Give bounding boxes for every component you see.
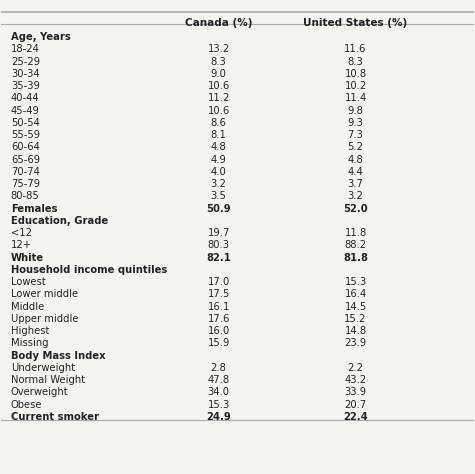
Text: Current smoker: Current smoker (11, 412, 99, 422)
Text: Middle: Middle (11, 301, 44, 311)
Text: 8.3: 8.3 (348, 56, 363, 66)
Text: 8.3: 8.3 (211, 56, 227, 66)
Text: 18-24: 18-24 (11, 44, 40, 54)
Text: 3.5: 3.5 (211, 191, 227, 201)
Text: 16.4: 16.4 (344, 289, 367, 299)
Text: Overweight: Overweight (11, 387, 68, 397)
Text: Normal Weight: Normal Weight (11, 375, 85, 385)
Text: 80.3: 80.3 (208, 240, 229, 250)
Text: 80-85: 80-85 (11, 191, 39, 201)
Text: 16.1: 16.1 (208, 301, 230, 311)
Text: United States (%): United States (%) (304, 18, 408, 28)
Text: 55-59: 55-59 (11, 130, 40, 140)
Text: 60-64: 60-64 (11, 142, 40, 152)
Text: 4.0: 4.0 (211, 167, 227, 177)
Text: 11.6: 11.6 (344, 44, 367, 54)
Text: 17.6: 17.6 (208, 314, 230, 324)
Text: Household income quintiles: Household income quintiles (11, 265, 167, 275)
Text: Underweight: Underweight (11, 363, 75, 373)
Text: 13.2: 13.2 (208, 44, 230, 54)
Text: 8.1: 8.1 (211, 130, 227, 140)
Text: 9.0: 9.0 (211, 69, 227, 79)
Text: 10.2: 10.2 (344, 81, 367, 91)
Text: 7.3: 7.3 (348, 130, 363, 140)
Text: 15.2: 15.2 (344, 314, 367, 324)
Text: 3.7: 3.7 (348, 179, 363, 189)
Text: 24.9: 24.9 (206, 412, 231, 422)
Text: 17.5: 17.5 (208, 289, 230, 299)
Text: Missing: Missing (11, 338, 48, 348)
Text: 45-49: 45-49 (11, 106, 40, 116)
Text: 8.6: 8.6 (211, 118, 227, 128)
Text: 65-69: 65-69 (11, 155, 40, 164)
Text: 34.0: 34.0 (208, 387, 229, 397)
Text: <12: <12 (11, 228, 32, 238)
Text: 10.8: 10.8 (344, 69, 367, 79)
Text: 2.8: 2.8 (211, 363, 227, 373)
Text: 33.9: 33.9 (344, 387, 367, 397)
Text: Body Mass Index: Body Mass Index (11, 351, 105, 361)
Text: 43.2: 43.2 (344, 375, 367, 385)
Text: 15.3: 15.3 (344, 277, 367, 287)
Text: 82.1: 82.1 (206, 253, 231, 263)
Text: Obese: Obese (11, 400, 42, 410)
Text: 50-54: 50-54 (11, 118, 40, 128)
Text: Upper middle: Upper middle (11, 314, 78, 324)
Text: 3.2: 3.2 (348, 191, 363, 201)
Text: 30-34: 30-34 (11, 69, 39, 79)
Text: 11.8: 11.8 (344, 228, 367, 238)
Text: 11.2: 11.2 (208, 93, 230, 103)
Text: 15.3: 15.3 (208, 400, 230, 410)
Text: 81.8: 81.8 (343, 253, 368, 263)
Text: Highest: Highest (11, 326, 49, 336)
Text: 75-79: 75-79 (11, 179, 40, 189)
Text: 12+: 12+ (11, 240, 32, 250)
Text: 11.4: 11.4 (344, 93, 367, 103)
Text: 88.2: 88.2 (344, 240, 367, 250)
Text: Females: Females (11, 203, 57, 214)
Text: 16.0: 16.0 (208, 326, 230, 336)
Text: 52.0: 52.0 (343, 203, 368, 214)
Text: Age, Years: Age, Years (11, 32, 71, 42)
Text: 25-29: 25-29 (11, 56, 40, 66)
Text: White: White (11, 253, 44, 263)
Text: 9.8: 9.8 (348, 106, 363, 116)
Text: 14.8: 14.8 (344, 326, 367, 336)
Text: 23.9: 23.9 (344, 338, 367, 348)
Text: 17.0: 17.0 (208, 277, 230, 287)
Text: 4.8: 4.8 (211, 142, 227, 152)
Text: 4.8: 4.8 (348, 155, 363, 164)
Text: 5.2: 5.2 (348, 142, 363, 152)
Text: 47.8: 47.8 (208, 375, 230, 385)
Text: 2.2: 2.2 (348, 363, 363, 373)
Text: 4.4: 4.4 (348, 167, 363, 177)
Text: Canada (%): Canada (%) (185, 18, 252, 28)
Text: 15.9: 15.9 (208, 338, 230, 348)
Text: 14.5: 14.5 (344, 301, 367, 311)
Text: 35-39: 35-39 (11, 81, 40, 91)
Text: 10.6: 10.6 (208, 106, 230, 116)
Text: 50.9: 50.9 (206, 203, 231, 214)
Text: 3.2: 3.2 (211, 179, 227, 189)
Text: 22.4: 22.4 (343, 412, 368, 422)
Text: 4.9: 4.9 (211, 155, 227, 164)
Text: Education, Grade: Education, Grade (11, 216, 108, 226)
Text: 20.7: 20.7 (344, 400, 367, 410)
Text: Lowest: Lowest (11, 277, 46, 287)
Text: 40-44: 40-44 (11, 93, 39, 103)
Text: 9.3: 9.3 (348, 118, 363, 128)
Text: 10.6: 10.6 (208, 81, 230, 91)
Text: 19.7: 19.7 (208, 228, 230, 238)
Text: Lower middle: Lower middle (11, 289, 78, 299)
Text: 70-74: 70-74 (11, 167, 40, 177)
